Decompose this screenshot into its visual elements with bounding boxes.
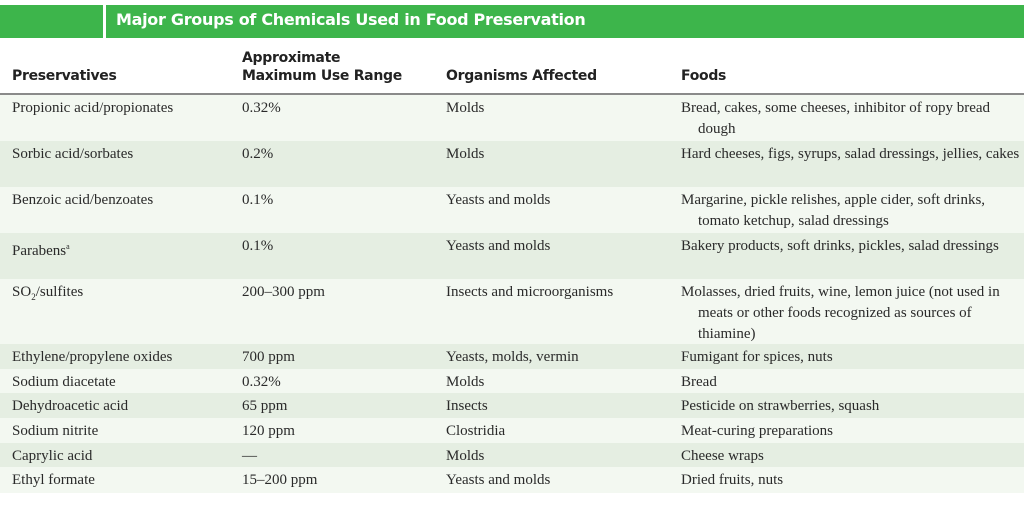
preservative-text: Ethylene/propylene oxides xyxy=(12,349,173,365)
cell-range: 15–200 ppm xyxy=(242,472,318,488)
preservative-text: Sodium diacetate xyxy=(12,374,116,390)
cell-preservative: Caprylic acid xyxy=(12,446,237,467)
cell-range: 120 ppm xyxy=(242,423,295,439)
cell-foods: Dried fruits, nuts xyxy=(681,472,784,488)
cell-organisms: Insects xyxy=(446,398,488,414)
cell-range: 0.32% xyxy=(242,374,281,390)
cell-foods: Meat-curing preparations xyxy=(681,423,834,439)
table-row: Dehydroacetic acid 65 ppm Insects Pesticide… xyxy=(0,393,1024,418)
cell-range: 0.2% xyxy=(242,146,274,162)
cell-organisms: Yeasts and molds xyxy=(446,238,551,254)
table-row: Sodium nitrite 120 ppm Clostridia Meat-curi… xyxy=(0,418,1024,443)
cell-organisms: Yeasts and molds xyxy=(446,472,551,488)
footnote-marker: a xyxy=(66,242,70,251)
preservative-text: /sulfites xyxy=(35,284,84,300)
table-row: Sorbic acid/sorbates 0.2% Molds Hard cheese… xyxy=(0,141,1024,187)
header-organisms: Organisms Affected xyxy=(446,68,597,84)
preservative-text: Parabens xyxy=(12,243,67,259)
table-row: Parabensa 0.1% Yeasts and molds Bakery prod… xyxy=(0,233,1024,279)
cell-foods: Molasses, dried fruits, wine, lemon juic… xyxy=(681,284,1000,342)
cell-foods: Bread, cakes, some cheeses, inhibitor of… xyxy=(681,100,991,137)
cell-range: 200–300 ppm xyxy=(242,284,325,300)
cell-preservative: Propionic acid/propionates xyxy=(12,98,237,119)
cell-range: 65 ppm xyxy=(242,398,288,414)
cell-preservative: Ethylene/propylene oxides xyxy=(12,347,237,368)
cell-foods: Bakery products, soft drinks, pickles, s… xyxy=(681,238,999,254)
preservative-text: Sorbic acid/sorbates xyxy=(12,146,134,162)
table-header: Preservatives Approximate Maximum Use Ra… xyxy=(0,40,1024,95)
cell-organisms: Clostridia xyxy=(446,423,506,439)
table-title: Major Groups of Chemicals Used in Food P… xyxy=(116,10,586,29)
cell-preservative: SO2/sulfites xyxy=(12,282,237,308)
cell-range: — xyxy=(242,448,257,464)
cell-range: 0.32% xyxy=(242,100,281,116)
header-range-line2: Maximum Use Range xyxy=(242,68,402,84)
preservative-text: SO xyxy=(12,284,32,300)
cell-foods: Hard cheeses, figs, syrups, salad dressi… xyxy=(681,146,1020,162)
cell-foods: Pesticide on strawberries, squash xyxy=(681,398,880,414)
table-body: Propionic acid/propionates 0.32% Molds Brea… xyxy=(0,95,1024,493)
cell-preservative: Sodium nitrite xyxy=(12,421,237,442)
table-row: Ethyl formate 15–200 ppm Yeasts and molds D… xyxy=(0,467,1024,493)
table-row: Propionic acid/propionates 0.32% Molds Brea… xyxy=(0,95,1024,141)
cell-preservative: Sodium diacetate xyxy=(12,372,237,393)
header-preservatives: Preservatives xyxy=(12,68,117,84)
table-row: Ethylene/propylene oxides 700 ppm Yeasts, … xyxy=(0,344,1024,369)
cell-preservative: Ethyl formate xyxy=(12,470,237,491)
cell-organisms: Molds xyxy=(446,448,485,464)
cell-range: 700 ppm xyxy=(242,349,295,365)
cell-organisms: Insects and microorganisms xyxy=(446,284,614,300)
cell-foods: Margarine, pickle relishes, apple cider,… xyxy=(681,192,986,229)
header-foods: Foods xyxy=(681,68,727,84)
preservative-text: Propionic acid/propionates xyxy=(12,100,174,116)
preservative-text: Ethyl formate xyxy=(12,472,95,488)
cell-organisms: Molds xyxy=(446,374,485,390)
table-row: SO2/sulfites 200–300 ppm Insects and micro… xyxy=(0,279,1024,344)
cell-foods: Bread xyxy=(681,374,717,390)
cell-organisms: Yeasts, molds, vermin xyxy=(446,349,579,365)
cell-organisms: Yeasts and molds xyxy=(446,192,551,208)
cell-range: 0.1% xyxy=(242,238,274,254)
preservative-text: Benzoic acid/benzoates xyxy=(12,192,154,208)
cell-organisms: Molds xyxy=(446,100,485,116)
cell-range: 0.1% xyxy=(242,192,274,208)
title-bar-divider xyxy=(103,5,106,38)
header-range-line1: Approximate xyxy=(242,50,341,66)
cell-organisms: Molds xyxy=(446,146,485,162)
preservative-text: Caprylic acid xyxy=(12,448,93,464)
table-row: Sodium diacetate 0.32% Molds Bread xyxy=(0,369,1024,393)
title-bar: Major Groups of Chemicals Used in Food P… xyxy=(0,5,1024,38)
cell-preservative: Dehydroacetic acid xyxy=(12,396,237,417)
cell-preservative: Benzoic acid/benzoates xyxy=(12,190,237,211)
table-row: Caprylic acid — Molds Cheese wraps xyxy=(0,443,1024,467)
preservative-text: Dehydroacetic acid xyxy=(12,398,129,414)
table-row: Benzoic acid/benzoates 0.1% Yeasts and mol… xyxy=(0,187,1024,233)
cell-foods: Cheese wraps xyxy=(681,448,764,464)
cell-preservative: Sorbic acid/sorbates xyxy=(12,144,237,165)
cell-preservative: Parabensa xyxy=(12,236,237,262)
subscript: 2 xyxy=(31,292,36,302)
preservative-text: Sodium nitrite xyxy=(12,423,99,439)
cell-foods: Fumigant for spices, nuts xyxy=(681,349,833,365)
